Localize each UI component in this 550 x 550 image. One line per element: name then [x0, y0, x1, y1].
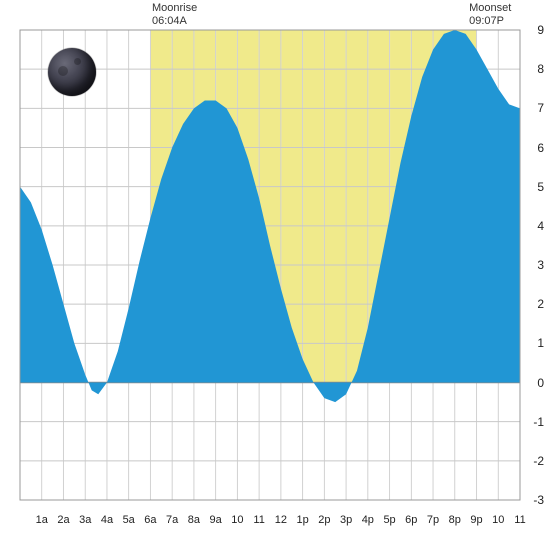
x-tick-label: 5a: [123, 514, 135, 526]
y-tick-label: -2: [533, 454, 544, 468]
y-tick-label: 1: [537, 336, 544, 350]
x-tick-label: 6a: [144, 514, 156, 526]
x-tick-label: 8p: [449, 514, 461, 526]
y-tick-label: -3: [533, 493, 544, 507]
y-tick-label: 6: [537, 141, 544, 155]
x-tick-label: 7p: [427, 514, 439, 526]
x-tick-label: 8a: [188, 514, 200, 526]
x-tick-label: 10: [492, 514, 504, 526]
moonset-value: 09:07P: [469, 15, 511, 28]
y-tick-label: 0: [537, 376, 544, 390]
x-tick-label: 7a: [166, 514, 178, 526]
moonset-annotation: Moonset 09:07P: [469, 2, 511, 28]
x-tick-label: 2p: [318, 514, 330, 526]
y-tick-label: 2: [537, 297, 544, 311]
y-tick-label: 8: [537, 62, 544, 76]
y-tick-label: 4: [537, 219, 544, 233]
x-tick-label: 4a: [101, 514, 113, 526]
x-tick-label: 9a: [210, 514, 222, 526]
x-tick-label: 5p: [383, 514, 395, 526]
y-tick-label: 5: [537, 180, 544, 194]
moonrise-value: 06:04A: [152, 15, 197, 28]
x-tick-label: 4p: [362, 514, 374, 526]
x-tick-label: 6p: [405, 514, 417, 526]
x-tick-label: 3a: [79, 514, 91, 526]
x-tick-label: 2a: [57, 514, 69, 526]
x-tick-label: 3p: [340, 514, 352, 526]
x-tick-label: 1p: [296, 514, 308, 526]
x-tick-label: 11: [253, 514, 264, 526]
y-tick-label: -1: [533, 415, 544, 429]
x-tick-label: 11: [514, 514, 525, 526]
x-tick-label: 9p: [470, 514, 482, 526]
y-tick-label: 9: [537, 23, 544, 37]
y-tick-label: 3: [537, 258, 544, 272]
tide-moon-chart: { "chart": { "type": "area", "width": 55…: [0, 0, 550, 550]
x-tick-label: 12: [275, 514, 287, 526]
moonset-title: Moonset: [469, 2, 511, 15]
moonrise-annotation: Moonrise 06:04A: [152, 2, 197, 28]
x-tick-label: 10: [231, 514, 243, 526]
moonrise-title: Moonrise: [152, 2, 197, 15]
y-tick-label: 7: [537, 101, 544, 115]
x-tick-label: 1a: [36, 514, 48, 526]
moon-phase-icon: [48, 48, 96, 96]
